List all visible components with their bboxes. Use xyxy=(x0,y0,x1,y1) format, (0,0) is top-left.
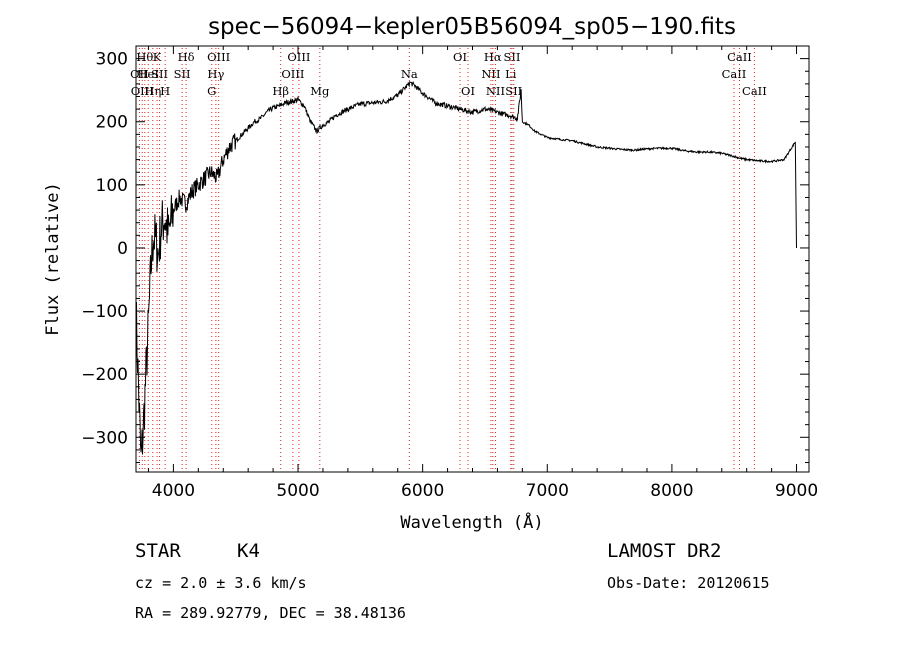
spectral-line-label: Na xyxy=(401,67,418,81)
survey-name: LAMOST DR2 xyxy=(607,540,722,562)
spectral-line-label: CaII xyxy=(742,84,767,98)
plot-frame xyxy=(135,45,810,473)
spectral-line-label: K xyxy=(153,50,162,64)
x-tick-label: 7000 xyxy=(526,481,569,501)
object-subclass: K4 xyxy=(237,540,260,562)
observation-date: Obs-Date: 20120615 xyxy=(607,574,770,592)
spectral-line-label: CaII xyxy=(727,50,752,64)
y-tick-label: −100 xyxy=(81,302,128,322)
y-tick-label: 0 xyxy=(117,239,128,259)
spectral-line-label: SII xyxy=(505,84,522,98)
spectral-line-label: NII xyxy=(481,67,500,81)
coordinates-text: RA = 289.92779, DEC = 38.48136 xyxy=(135,604,406,622)
chart-title: spec−56094−kepler05B56094_sp05−190.fits xyxy=(208,14,736,40)
y-tick-label: −200 xyxy=(81,365,128,385)
spectral-line-label: SII xyxy=(504,50,521,64)
spectral-line-label: Hη xyxy=(144,84,161,98)
spectral-line-label: Li xyxy=(505,67,517,81)
spectral-line-label: SII xyxy=(151,67,168,81)
spectral-line-label: OIII xyxy=(207,50,230,64)
spectral-line-label: NII xyxy=(486,84,505,98)
spectral-line-label: SII xyxy=(174,67,191,81)
spectral-line-label: G xyxy=(207,84,216,98)
spectral-line-label: Hδ xyxy=(178,50,195,64)
x-tick-label: 6000 xyxy=(401,481,444,501)
spectral-line-markers: OIIOIIIHθHeIHηKSIIHHδSIIGHγOIIIHβOIIIOII… xyxy=(130,48,767,470)
spectral-line-label: Hα xyxy=(484,50,502,64)
spectral-line-label: OIII xyxy=(281,67,304,81)
spectral-line-label: Hθ xyxy=(136,50,153,64)
object-class: STAR xyxy=(135,540,181,562)
spectral-line-label: Hγ xyxy=(207,67,224,81)
x-axis: 4000 5000 6000 7000 8000 9000 xyxy=(147,46,818,501)
spectral-line-label: OIII xyxy=(287,50,310,64)
x-tick-label: 8000 xyxy=(650,481,693,501)
spectral-line-label: OII xyxy=(130,67,149,81)
redshift-text: cz = 2.0 ± 3.6 km/s xyxy=(135,574,307,592)
y-axis: −300 −200 −100 0 100 200 300 xyxy=(81,45,809,464)
x-tick-label: 9000 xyxy=(775,481,818,501)
spectrum-series-line xyxy=(135,80,797,455)
y-tick-label: 100 xyxy=(96,176,128,196)
spectral-line-label: OI xyxy=(461,84,475,98)
spectral-line-label: Hβ xyxy=(272,84,289,98)
spectral-line-label: H xyxy=(160,84,170,98)
x-tick-label: 5000 xyxy=(276,481,319,501)
y-tick-label: 300 xyxy=(96,50,128,70)
y-axis-label: Flux (relative) xyxy=(43,182,63,336)
y-tick-label: −300 xyxy=(81,428,128,448)
spectral-line-label: OI xyxy=(453,50,467,64)
y-tick-label: 200 xyxy=(96,113,128,133)
spectral-line-label: HeI xyxy=(138,67,159,81)
spectral-line-label: Mg xyxy=(310,84,330,98)
x-axis-label: Wavelength (Å) xyxy=(400,511,543,533)
spectral-line-label: CaII xyxy=(722,67,747,81)
x-tick-label: 4000 xyxy=(152,481,195,501)
